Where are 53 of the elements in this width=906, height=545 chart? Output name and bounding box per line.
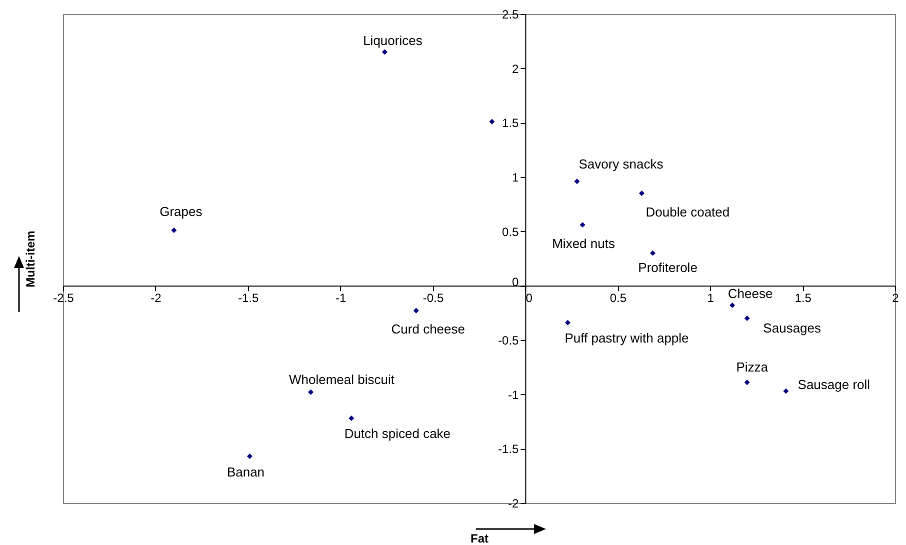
data-label: Dutch spiced cake <box>344 426 451 442</box>
x-axis-title: Fat <box>470 532 489 545</box>
y-tick-label: 2.5 <box>502 8 520 22</box>
data-label: Profiterole <box>638 260 698 276</box>
x-tick-label: -1 <box>335 291 346 306</box>
y-tick-label: -0.5 <box>498 334 520 348</box>
point <box>247 454 252 460</box>
data-label: Puff pastry with apple <box>564 330 689 346</box>
x-tick-label: 0 <box>526 291 533 306</box>
data-label: Pizza <box>736 359 769 374</box>
x-tick-label: -0.5 <box>422 291 444 306</box>
point <box>171 228 177 233</box>
y-tick-label: 1 <box>512 170 520 184</box>
data-label: Double coated <box>646 204 730 220</box>
data-label: Wholemeal biscuit <box>289 372 395 388</box>
y-tick-label: 0 <box>512 275 520 290</box>
x-tick-label: 2 <box>892 291 900 306</box>
point <box>580 222 586 228</box>
y-tick-label: 2 <box>512 62 520 76</box>
point <box>574 178 580 184</box>
y-tick-label: -2 <box>508 496 520 510</box>
point <box>413 308 419 314</box>
y-tick-label: 0.5 <box>502 224 520 239</box>
point <box>650 250 656 256</box>
data-label: Sausages <box>763 320 822 336</box>
point <box>565 320 570 326</box>
y-axis-title: Multi-item <box>24 230 38 288</box>
point <box>489 118 495 124</box>
y-tick-label: -1.5 <box>498 442 520 456</box>
point <box>382 49 388 55</box>
x-tick-label: 1.5 <box>794 291 812 306</box>
point <box>783 388 789 394</box>
x-tick-label: 1 <box>707 291 714 306</box>
point <box>638 190 644 196</box>
x-tick-label: -2.5 <box>53 291 74 306</box>
data-label: Cheese <box>728 286 773 302</box>
data-label: Grapes <box>160 204 203 220</box>
data-label: Banan <box>226 464 265 480</box>
point <box>730 302 736 308</box>
data-label: Curd cheese <box>391 322 465 337</box>
y-tick-label: 1.5 <box>502 116 520 130</box>
point <box>348 416 354 421</box>
data-label: Mixed nuts <box>552 236 616 251</box>
data-label: Savory snacks <box>578 156 664 172</box>
point <box>744 380 750 386</box>
y-tick-label: -1 <box>508 388 520 402</box>
x-tick-label: -2 <box>150 291 162 306</box>
point <box>308 389 314 395</box>
point <box>744 316 750 322</box>
x-tick-label: 0.5 <box>610 291 627 306</box>
data-label: Sausage roll <box>798 377 870 392</box>
x-tick-label: -1.5 <box>238 291 260 306</box>
data-label: Liquorices <box>363 33 423 48</box>
